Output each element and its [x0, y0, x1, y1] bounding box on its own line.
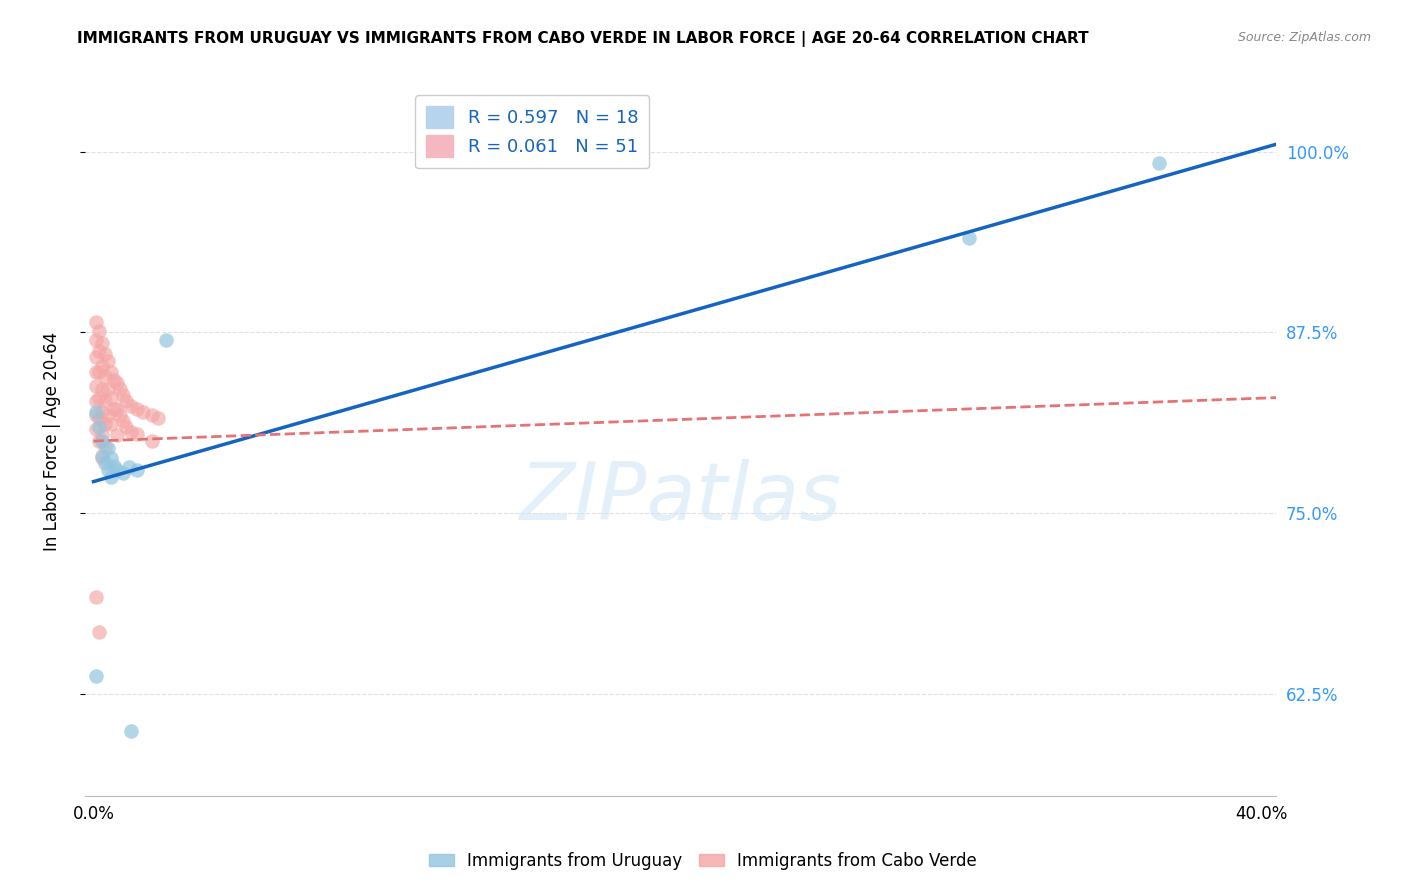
- Point: [94, 417, 117, 431]
- Point: [91, 359, 114, 373]
- Point: [103, 373, 125, 387]
- Point: [114, 419, 136, 434]
- Point: [155, 333, 177, 347]
- Point: [89, 365, 111, 379]
- Point: [105, 376, 128, 391]
- Point: [86, 591, 108, 605]
- Point: [132, 405, 155, 419]
- Point: [86, 350, 108, 364]
- Point: [100, 365, 122, 379]
- Point: [103, 458, 125, 473]
- Point: [97, 442, 120, 456]
- Point: [86, 405, 108, 419]
- Point: [127, 402, 149, 417]
- Text: IMMIGRANTS FROM URUGUAY VS IMMIGRANTS FROM CABO VERDE IN LABOR FORCE | AGE 20-64: IMMIGRANTS FROM URUGUAY VS IMMIGRANTS FR…: [77, 31, 1090, 47]
- Point: [89, 410, 111, 425]
- Point: [100, 451, 122, 466]
- Point: [105, 463, 128, 477]
- Point: [111, 388, 134, 402]
- Point: [86, 408, 108, 422]
- Point: [94, 368, 117, 383]
- Point: [127, 463, 149, 477]
- Point: [97, 354, 120, 368]
- Point: [100, 391, 122, 405]
- Point: [89, 324, 111, 338]
- Point: [86, 333, 108, 347]
- Point: [105, 428, 128, 442]
- Point: [103, 402, 125, 417]
- Point: [120, 425, 142, 440]
- Legend: R = 0.597   N = 18, R = 0.061   N = 51: R = 0.597 N = 18, R = 0.061 N = 51: [415, 95, 650, 169]
- Point: [141, 434, 163, 448]
- Point: [97, 408, 120, 422]
- Point: [86, 365, 108, 379]
- Point: [100, 470, 122, 484]
- Point: [89, 434, 111, 448]
- Point: [959, 231, 981, 245]
- Point: [117, 460, 139, 475]
- Point: [94, 456, 117, 470]
- Legend: Immigrants from Uruguay, Immigrants from Cabo Verde: Immigrants from Uruguay, Immigrants from…: [422, 846, 984, 877]
- Point: [111, 414, 134, 428]
- Text: Source: ZipAtlas.com: Source: ZipAtlas.com: [1237, 31, 1371, 45]
- Point: [105, 402, 128, 417]
- Point: [91, 405, 114, 419]
- Point: [94, 440, 117, 454]
- Point: [146, 410, 169, 425]
- Point: [141, 408, 163, 422]
- Point: [120, 400, 142, 414]
- Point: [91, 434, 114, 448]
- Text: ZIPatlas: ZIPatlas: [519, 458, 841, 537]
- Point: [86, 422, 108, 436]
- Point: [86, 393, 108, 408]
- Point: [89, 344, 111, 359]
- Point: [114, 393, 136, 408]
- Point: [91, 428, 114, 442]
- Point: [97, 382, 120, 396]
- Point: [91, 335, 114, 350]
- Point: [108, 382, 131, 396]
- Point: [91, 451, 114, 466]
- Point: [91, 382, 114, 396]
- Point: [89, 419, 111, 434]
- Point: [1149, 156, 1171, 170]
- Point: [89, 625, 111, 640]
- Point: [94, 347, 117, 361]
- Point: [86, 668, 108, 682]
- Point: [127, 426, 149, 441]
- Point: [86, 379, 108, 393]
- Y-axis label: In Labor Force | Age 20-64: In Labor Force | Age 20-64: [44, 332, 60, 550]
- Point: [108, 408, 131, 422]
- Point: [111, 466, 134, 480]
- Point: [100, 417, 122, 431]
- Point: [91, 449, 114, 463]
- Point: [120, 723, 142, 738]
- Point: [94, 393, 117, 408]
- Point: [86, 315, 108, 329]
- Point: [97, 463, 120, 477]
- Point: [89, 391, 111, 405]
